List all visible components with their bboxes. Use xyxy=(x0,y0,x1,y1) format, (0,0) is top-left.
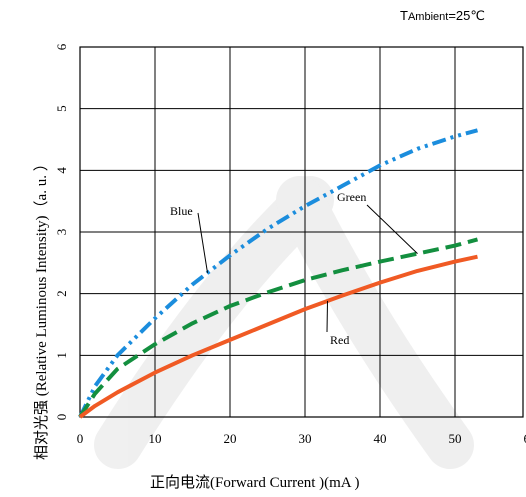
x-tick-label: 30 xyxy=(299,431,312,446)
x-tick-label: 50 xyxy=(449,431,462,446)
condition-label: TAmbient=25℃ xyxy=(400,8,485,23)
x-tick-labels: 0 10 20 30 40 50 60 xyxy=(77,431,526,446)
annotation-leader-green xyxy=(366,204,418,254)
x-tick-label: 10 xyxy=(149,431,162,446)
x-tick-label: 0 xyxy=(77,431,84,446)
plot-frame xyxy=(79,46,524,418)
y-tick-label: 6 xyxy=(54,43,69,50)
series-line-green xyxy=(78,237,479,419)
y-tick-label: 1 xyxy=(54,352,69,359)
annotation-label-red: Red xyxy=(330,333,349,347)
x-tick-label: 20 xyxy=(224,431,237,446)
annotation-layer: Blue Green Red xyxy=(170,190,418,347)
series-layer xyxy=(78,128,479,419)
y-tick-labels: 0 1 2 3 4 5 6 xyxy=(54,43,69,420)
grid xyxy=(80,47,523,417)
y-tick-label: 3 xyxy=(54,229,69,236)
y-tick-label: 2 xyxy=(54,290,69,297)
y-tick-label: 0 xyxy=(54,414,69,421)
x-tick-label: 40 xyxy=(374,431,387,446)
series-line-blue xyxy=(78,128,479,418)
y-tick-label: 5 xyxy=(54,105,69,112)
x-tick-label: 60 xyxy=(524,431,526,446)
y-axis-label: 相对光强 (Relative Luminous Intensity)（a. u.… xyxy=(33,156,50,460)
annotation-label-blue: Blue xyxy=(170,204,193,218)
y-tick-label: 4 xyxy=(54,167,69,174)
annotation-leader-red xyxy=(326,300,328,333)
annotation-leader-blue xyxy=(197,212,208,273)
plot-area: Blue Green Red xyxy=(78,46,524,419)
x-axis-label: 正向电流(Forward Current )(mA ) xyxy=(150,474,360,491)
annotation-label-green: Green xyxy=(337,190,366,204)
watermark xyxy=(94,176,474,469)
series-line-red xyxy=(78,254,478,419)
